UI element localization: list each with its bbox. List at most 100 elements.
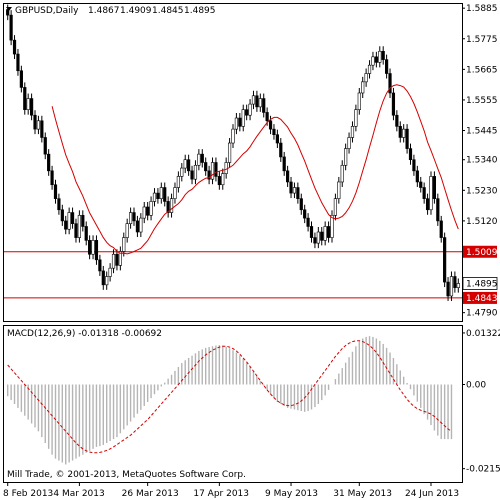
candle bbox=[217, 171, 221, 190]
candle bbox=[255, 90, 259, 112]
candle bbox=[43, 132, 47, 160]
macd-tick-label: 0.00 bbox=[466, 381, 486, 391]
price-tick-label: 1.5555 bbox=[466, 96, 498, 106]
candle bbox=[425, 193, 430, 215]
candle bbox=[391, 87, 396, 121]
level-tag-label: 1.5009 bbox=[466, 248, 498, 258]
candle bbox=[408, 143, 413, 165]
candle bbox=[159, 182, 163, 204]
candle bbox=[142, 201, 146, 224]
candle bbox=[289, 176, 293, 199]
candle bbox=[371, 51, 375, 71]
candle bbox=[337, 176, 341, 204]
time-tick-label: 9 May 2013 bbox=[265, 489, 318, 499]
candle bbox=[23, 82, 27, 115]
candle bbox=[361, 76, 365, 98]
candle bbox=[50, 165, 54, 190]
time-tick-label: 4 Mar 2013 bbox=[53, 489, 104, 499]
candle bbox=[77, 210, 81, 243]
candle bbox=[53, 179, 58, 204]
candle bbox=[388, 68, 392, 98]
price-chart-title: GBPUSD,Daily bbox=[15, 6, 79, 16]
candle bbox=[364, 68, 368, 87]
candle bbox=[132, 207, 136, 226]
candle bbox=[84, 221, 88, 246]
candle bbox=[306, 213, 310, 232]
candle bbox=[415, 165, 419, 187]
candle bbox=[139, 213, 143, 238]
candle bbox=[432, 171, 436, 204]
candle bbox=[422, 182, 426, 204]
candle bbox=[323, 221, 327, 246]
price-tick-label: 1.4790 bbox=[466, 309, 498, 319]
candle bbox=[443, 232, 447, 288]
candle bbox=[108, 263, 112, 282]
candle bbox=[152, 188, 157, 207]
candle bbox=[81, 210, 85, 232]
candle bbox=[436, 193, 440, 226]
candle bbox=[245, 104, 249, 121]
candle bbox=[282, 151, 286, 176]
candle bbox=[115, 249, 119, 271]
candle bbox=[251, 90, 256, 110]
price-tick-label: 1.5665 bbox=[466, 65, 498, 75]
candle bbox=[258, 93, 262, 112]
candle bbox=[70, 207, 75, 229]
candle bbox=[197, 149, 201, 171]
candle bbox=[385, 54, 389, 79]
price-tick-label: 1.5340 bbox=[466, 156, 498, 166]
candle bbox=[135, 215, 140, 238]
candle bbox=[340, 160, 344, 187]
candle bbox=[166, 196, 170, 218]
candle bbox=[183, 154, 187, 174]
candle bbox=[105, 271, 109, 290]
candle bbox=[238, 113, 242, 132]
candle bbox=[286, 165, 290, 187]
candle bbox=[6, 4, 10, 21]
candle bbox=[316, 227, 320, 249]
macd-axis: 0.01322 0.00 -0.02158 bbox=[462, 329, 500, 475]
ohlc-open: 1.4867 bbox=[88, 6, 120, 16]
candle bbox=[354, 104, 358, 132]
candle bbox=[350, 121, 355, 143]
candle bbox=[163, 182, 167, 207]
candle bbox=[9, 10, 13, 46]
candle bbox=[234, 113, 239, 135]
macd-tick-label: -0.02158 bbox=[466, 465, 500, 475]
candle bbox=[118, 246, 122, 271]
price-tick-label: 1.5230 bbox=[466, 186, 498, 196]
candles bbox=[6, 4, 460, 301]
price-tick-label: 1.5885 bbox=[466, 4, 498, 14]
candle bbox=[449, 271, 454, 301]
candle bbox=[231, 124, 235, 149]
candle bbox=[439, 215, 443, 243]
candle bbox=[309, 221, 314, 243]
time-tick-label: 26 Mar 2013 bbox=[122, 489, 179, 499]
moving-average-line bbox=[51, 84, 459, 255]
price-tick-label: 1.5445 bbox=[466, 127, 498, 137]
candle bbox=[19, 65, 23, 93]
candle bbox=[111, 249, 116, 274]
macd-panel-frame bbox=[3, 325, 463, 483]
candle bbox=[330, 210, 334, 243]
macd-tick-label: 0.01322 bbox=[466, 329, 500, 339]
copyright-text: Mill Trade, © 2001-2013, MetaQuotes Soft… bbox=[7, 470, 246, 480]
macd-panel: MACD(12,26,9) -0.01318 -0.00692 0.013220… bbox=[3, 325, 500, 483]
candle bbox=[429, 171, 433, 215]
candle bbox=[156, 188, 160, 204]
candle bbox=[402, 124, 406, 143]
candle bbox=[412, 154, 416, 176]
candle bbox=[125, 218, 129, 243]
candle bbox=[224, 157, 228, 179]
candle bbox=[30, 93, 34, 121]
candle bbox=[57, 193, 61, 215]
ohlc-high: 1.4909 bbox=[120, 6, 152, 16]
price-tick-label: 1.4895 bbox=[466, 279, 498, 289]
price-axis: 1.5885 1.5775 1.5665 1.5555 1.5445 1.5340 1.52… bbox=[462, 4, 498, 319]
candle bbox=[344, 143, 348, 171]
candle bbox=[272, 124, 276, 140]
candle bbox=[187, 154, 191, 176]
candle bbox=[395, 110, 399, 132]
candle bbox=[398, 121, 402, 143]
candle bbox=[91, 235, 95, 260]
